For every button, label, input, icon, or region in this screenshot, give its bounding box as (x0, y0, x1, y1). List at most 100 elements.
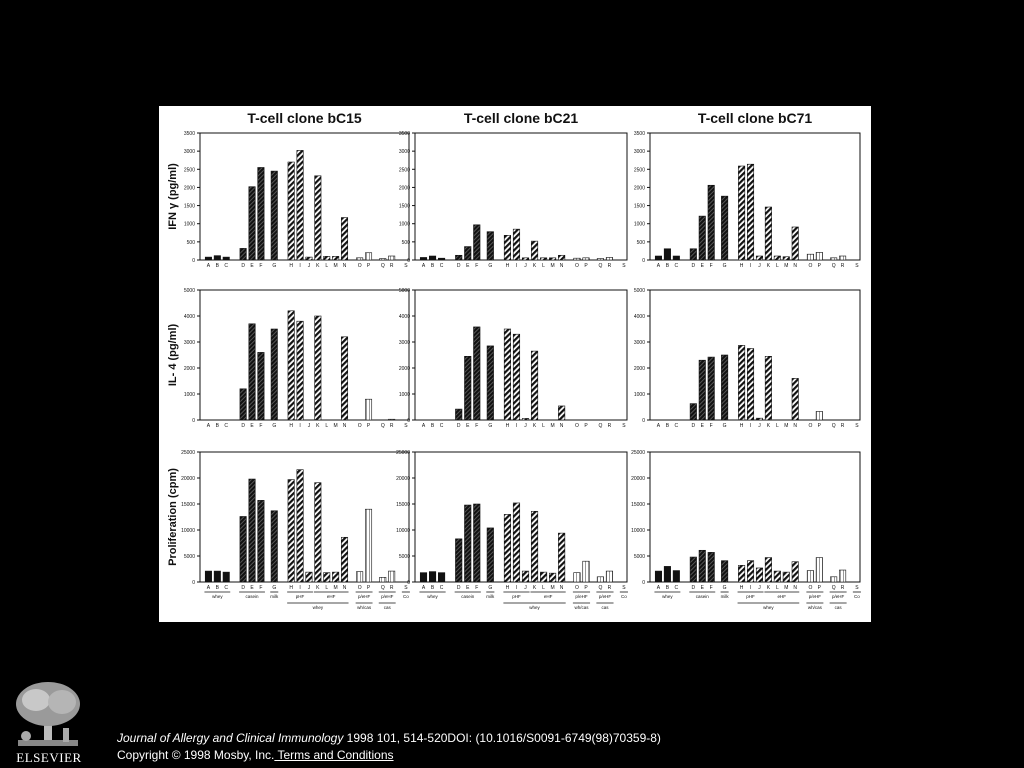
x-tick-label: E (250, 585, 254, 591)
y-tick-label: 0 (642, 258, 645, 264)
chart-panel-bc21-il4: 0 1000 2000 3000 4000 5000 A B C D E F G H I J K L M N O P Q R S (399, 288, 628, 429)
bar-e (464, 356, 472, 421)
bar-d (689, 556, 697, 583)
plot-frame (414, 132, 628, 261)
x-tick-label: B (431, 423, 435, 429)
x-tick-label: C (440, 585, 444, 591)
bar-m (332, 256, 340, 261)
bar-f (707, 356, 715, 421)
x-tick-label: M (551, 423, 555, 429)
x-tick-label: F (475, 423, 478, 429)
bar-j (755, 255, 763, 261)
y-tick-label: 15000 (181, 502, 195, 508)
citation-line: Journal of Allergy and Clinical Immunolo… (117, 731, 661, 745)
bar-h (503, 235, 512, 261)
x-tick-label: S (622, 585, 626, 591)
y-tick-label: 1500 (399, 204, 410, 210)
y-tick-label: 5000 (399, 554, 410, 560)
bar-e (248, 186, 256, 261)
x-tick-label: F (259, 423, 262, 429)
bar-h (503, 514, 512, 583)
x-tick-label: G (723, 585, 727, 591)
bar-d (689, 403, 697, 421)
bar-e (248, 323, 256, 421)
x-tick-label: R (390, 423, 394, 429)
x-tick-label: S (622, 423, 626, 429)
bar-o (573, 572, 581, 583)
bar-f (257, 352, 265, 421)
bar-k (530, 350, 539, 421)
x-tick-label: G (272, 423, 276, 429)
x-tick-label: R (841, 423, 845, 429)
group-label: casein (246, 594, 260, 599)
bar-d (239, 516, 247, 583)
bar-q (830, 257, 838, 261)
bar-a (654, 570, 662, 583)
x-tick-label: S (622, 263, 626, 269)
bar-r (388, 255, 396, 261)
x-tick-label: D (241, 585, 245, 591)
y-tick-label: 1000 (184, 222, 195, 228)
x-tick-label: M (334, 423, 338, 429)
chart-figure: 0 500 1000 1500 2000 2500 3000 3500 T-cell clone… (167, 110, 861, 610)
x-tick-label: S (855, 585, 859, 591)
y-tick-label: 0 (642, 418, 645, 424)
x-tick-label: G (488, 263, 492, 269)
x-tick-label: F (259, 263, 262, 269)
group-label: whey (212, 594, 223, 599)
x-tick-label: J (758, 263, 761, 269)
x-tick-label: S (404, 423, 408, 429)
x-tick-label: H (740, 423, 744, 429)
x-tick-label: I (750, 585, 751, 591)
x-tick-label: F (259, 585, 262, 591)
x-tick-label: G (272, 263, 276, 269)
bar-n (558, 405, 566, 421)
bar-p (815, 252, 823, 261)
x-tick-label: E (466, 585, 470, 591)
x-tick-label: M (784, 263, 788, 269)
x-tick-label: I (516, 423, 517, 429)
x-tick-label: S (855, 423, 859, 429)
chart-panel-bc71-il4: 0 1000 2000 3000 4000 5000 A B C D E F G H I J K L M N O P Q R S (634, 288, 861, 429)
y-tick-label: 500 (187, 240, 196, 246)
x-tick-label: J (308, 585, 311, 591)
y-axis-label: IL- 4 (pg/ml) (167, 324, 179, 387)
x-tick-label: Q (832, 423, 836, 429)
x-tick-label: J (524, 263, 527, 269)
bar-h (287, 310, 295, 421)
x-tick-label: A (207, 423, 211, 429)
bar-l (323, 572, 331, 583)
y-tick-label: 0 (642, 580, 645, 586)
y-tick-label: 4000 (634, 314, 645, 320)
terms-and-conditions-link[interactable]: Terms and Conditions (274, 748, 394, 762)
bar-a (204, 570, 212, 583)
y-tick-label: 5000 (634, 554, 645, 560)
x-tick-label: C (440, 423, 444, 429)
y-tick-label: 1000 (634, 392, 645, 398)
x-tick-label: E (701, 585, 705, 591)
bar-a (419, 257, 428, 261)
bar-p (815, 411, 823, 421)
group-label: p/eHF (809, 594, 822, 599)
x-tick-label: O (358, 585, 362, 591)
bar-k (530, 240, 539, 261)
x-tick-label: I (516, 585, 517, 591)
bar-e (698, 359, 706, 421)
bar-f (473, 326, 481, 421)
y-tick-label: 20000 (631, 476, 645, 482)
y-tick-label: 3000 (184, 340, 195, 346)
x-tick-label: P (367, 585, 371, 591)
plot-frame (414, 451, 628, 583)
bar-f (473, 503, 481, 583)
bar-m (782, 571, 790, 583)
bar-h (738, 165, 746, 261)
copyright-line: Copyright © 1998 Mosby, Inc. Terms and C… (117, 748, 394, 762)
x-tick-label: S (855, 263, 859, 269)
x-tick-label: J (758, 585, 761, 591)
x-tick-label: L (776, 423, 779, 429)
bar-g (721, 354, 729, 421)
bar-a (419, 572, 428, 583)
x-tick-label: O (808, 585, 812, 591)
x-tick-label: L (325, 263, 328, 269)
bar-p (582, 257, 590, 261)
